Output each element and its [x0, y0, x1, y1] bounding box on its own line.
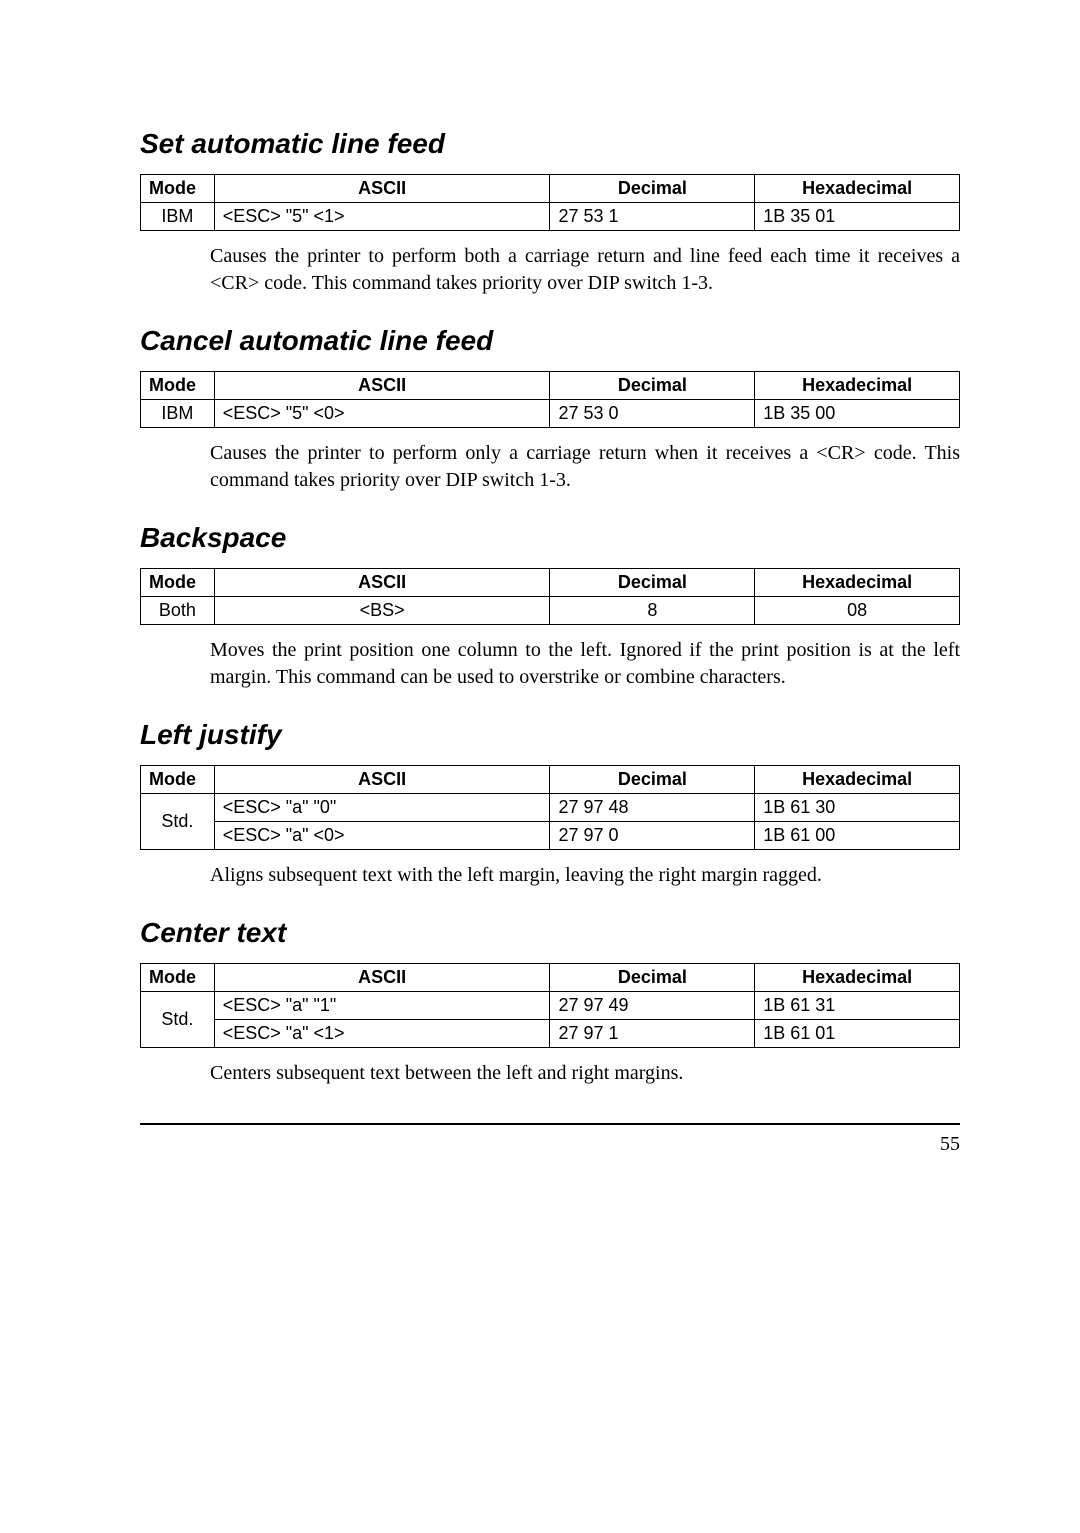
col-decimal: Decimal	[550, 175, 755, 203]
command-table: Mode ASCII Decimal Hexadecimal Std. <ESC…	[140, 963, 960, 1048]
cell-mode: IBM	[141, 203, 215, 231]
cell-hex: 1B 61 00	[755, 822, 960, 850]
col-mode: Mode	[141, 372, 215, 400]
col-decimal: Decimal	[550, 372, 755, 400]
col-decimal: Decimal	[550, 964, 755, 992]
section-title: Center text	[140, 917, 960, 949]
cell-ascii: <BS>	[214, 597, 550, 625]
cell-decimal: 27 97 1	[550, 1020, 755, 1048]
cell-decimal: 27 53 1	[550, 203, 755, 231]
section-description: Aligns subsequent text with the left mar…	[210, 862, 960, 889]
page-footer: 55	[140, 1123, 960, 1156]
table-header-row: Mode ASCII Decimal Hexadecimal	[141, 175, 960, 203]
cell-decimal: 27 97 48	[550, 794, 755, 822]
table-row: <ESC> "a" <1> 27 97 1 1B 61 01	[141, 1020, 960, 1048]
cell-ascii: <ESC> "5" <1>	[214, 203, 550, 231]
section-title: Left justify	[140, 719, 960, 751]
table-row: IBM <ESC> "5" <1> 27 53 1 1B 35 01	[141, 203, 960, 231]
table-header-row: Mode ASCII Decimal Hexadecimal	[141, 964, 960, 992]
cell-mode: Std.	[141, 794, 215, 850]
section-title: Cancel automatic line feed	[140, 325, 960, 357]
cell-hex: 08	[755, 597, 960, 625]
command-table: Mode ASCII Decimal Hexadecimal Both <BS>…	[140, 568, 960, 625]
col-hex: Hexadecimal	[755, 372, 960, 400]
page-content: Set automatic line feed Mode ASCII Decim…	[0, 0, 1080, 1206]
table-row: Std. <ESC> "a" "1" 27 97 49 1B 61 31	[141, 992, 960, 1020]
cell-ascii: <ESC> "5" <0>	[214, 400, 550, 428]
table-header-row: Mode ASCII Decimal Hexadecimal	[141, 766, 960, 794]
section-description: Centers subsequent text between the left…	[210, 1060, 960, 1087]
cell-mode: Std.	[141, 992, 215, 1048]
cell-mode: IBM	[141, 400, 215, 428]
table-header-row: Mode ASCII Decimal Hexadecimal	[141, 569, 960, 597]
cell-decimal: 27 97 0	[550, 822, 755, 850]
col-decimal: Decimal	[550, 569, 755, 597]
section-title: Backspace	[140, 522, 960, 554]
col-ascii: ASCII	[214, 766, 550, 794]
col-ascii: ASCII	[214, 175, 550, 203]
section-title: Set automatic line feed	[140, 128, 960, 160]
col-mode: Mode	[141, 964, 215, 992]
cell-hex: 1B 35 00	[755, 400, 960, 428]
col-hex: Hexadecimal	[755, 766, 960, 794]
cell-ascii: <ESC> "a" "1"	[214, 992, 550, 1020]
cell-ascii: <ESC> "a" <0>	[214, 822, 550, 850]
table-row: <ESC> "a" <0> 27 97 0 1B 61 00	[141, 822, 960, 850]
cell-hex: 1B 61 30	[755, 794, 960, 822]
col-ascii: ASCII	[214, 372, 550, 400]
table-row: IBM <ESC> "5" <0> 27 53 0 1B 35 00	[141, 400, 960, 428]
command-table: Mode ASCII Decimal Hexadecimal Std. <ESC…	[140, 765, 960, 850]
col-mode: Mode	[141, 175, 215, 203]
section-description: Causes the printer to perform both a car…	[210, 243, 960, 297]
cell-decimal: 8	[550, 597, 755, 625]
cell-hex: 1B 35 01	[755, 203, 960, 231]
col-ascii: ASCII	[214, 569, 550, 597]
cell-decimal: 27 53 0	[550, 400, 755, 428]
col-hex: Hexadecimal	[755, 569, 960, 597]
col-hex: Hexadecimal	[755, 175, 960, 203]
col-hex: Hexadecimal	[755, 964, 960, 992]
table-row: Both <BS> 8 08	[141, 597, 960, 625]
col-mode: Mode	[141, 766, 215, 794]
page-number: 55	[940, 1133, 960, 1155]
cell-ascii: <ESC> "a" <1>	[214, 1020, 550, 1048]
col-ascii: ASCII	[214, 964, 550, 992]
cell-ascii: <ESC> "a" "0"	[214, 794, 550, 822]
cell-hex: 1B 61 31	[755, 992, 960, 1020]
section-description: Moves the print position one column to t…	[210, 637, 960, 691]
table-header-row: Mode ASCII Decimal Hexadecimal	[141, 372, 960, 400]
table-row: Std. <ESC> "a" "0" 27 97 48 1B 61 30	[141, 794, 960, 822]
command-table: Mode ASCII Decimal Hexadecimal IBM <ESC>…	[140, 174, 960, 231]
col-decimal: Decimal	[550, 766, 755, 794]
section-description: Causes the printer to perform only a car…	[210, 440, 960, 494]
col-mode: Mode	[141, 569, 215, 597]
cell-decimal: 27 97 49	[550, 992, 755, 1020]
command-table: Mode ASCII Decimal Hexadecimal IBM <ESC>…	[140, 371, 960, 428]
cell-hex: 1B 61 01	[755, 1020, 960, 1048]
cell-mode: Both	[141, 597, 215, 625]
